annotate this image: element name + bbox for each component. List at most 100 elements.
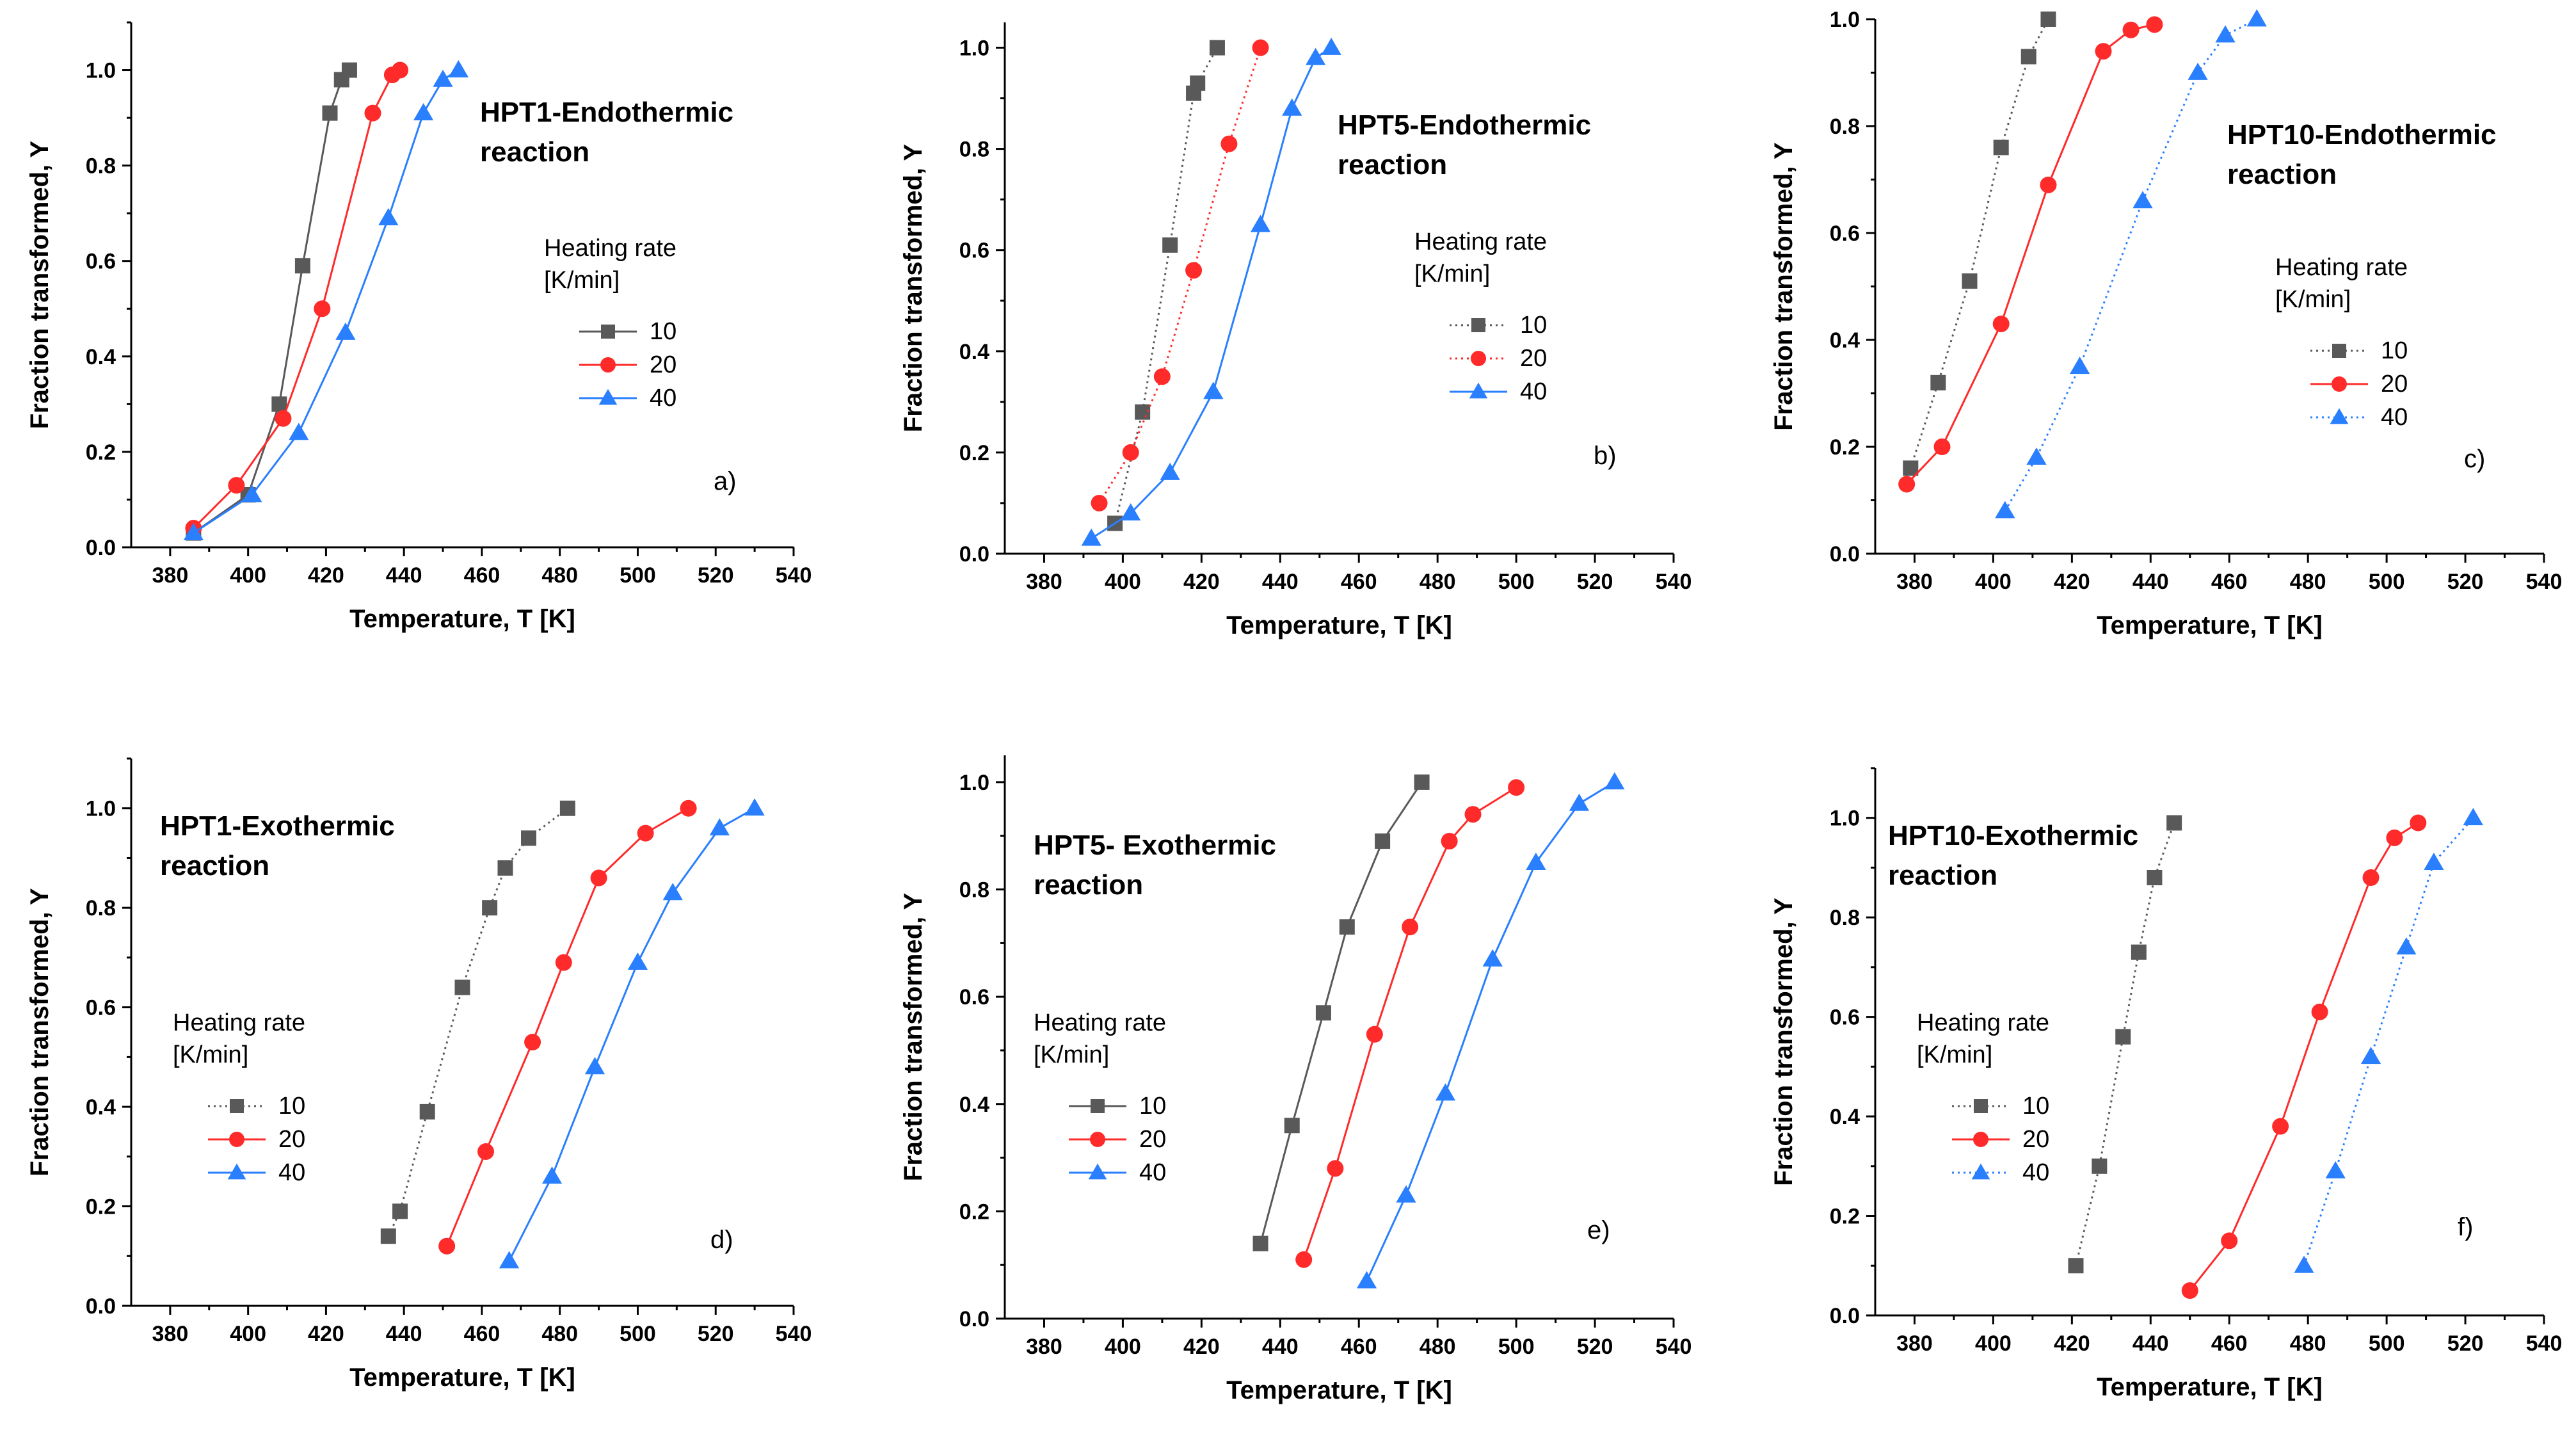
data-point [380,1228,396,1244]
x-tick-label: 540 [776,563,812,588]
data-point [448,60,469,77]
data-point [1295,1251,1313,1268]
data-point [2122,21,2140,38]
legend-label: 40 [650,385,676,412]
panel-c: 380 400 420 440 460 480 500 520 540 0.0 0.2 0.4 0.6 0… [1770,8,2562,639]
data-point [2040,176,2057,193]
legend-label: 20 [1520,345,1547,372]
x-tick-label: 540 [1656,1335,1692,1359]
data-point [1435,1083,1456,1101]
data-point [392,1203,408,1219]
y-tick-label: 1.0 [1830,8,1860,32]
legend-entry: 40 [579,385,676,412]
legend-marker [1091,1099,1105,1113]
data-point [2386,829,2403,846]
data-point [322,105,338,121]
data-point [378,208,399,225]
data-point [2410,814,2427,831]
x-tick-label: 440 [1262,1335,1299,1359]
data-point [1252,1235,1268,1251]
x-tick-label: 380 [1026,1335,1062,1359]
legend-entry: 20 [208,1126,305,1153]
x-tick-label: 460 [464,563,500,588]
x-tick-label: 440 [2132,1331,2169,1356]
series-20 [438,799,697,1255]
y-tick-label: 0.4 [959,340,989,364]
data-point [2294,1255,2314,1273]
x-tick-label: 520 [698,1322,734,1346]
data-point [1396,1185,1416,1203]
legend-label: 40 [1139,1159,1166,1186]
data-point [1122,444,1139,461]
data-point [1250,214,1271,232]
series-10 [380,800,575,1244]
y-tick-label: 0.6 [959,985,989,1009]
data-point [2020,49,2036,65]
data-point [482,900,498,916]
data-point [2362,869,2380,886]
data-point [680,799,697,817]
legend-title-line: Heating rate [173,1009,305,1036]
x-tick-label: 400 [1105,1335,1141,1359]
x-tick-label: 500 [1498,570,1535,594]
data-point [2092,1158,2108,1174]
series-10 [1903,12,2056,476]
data-point [1339,919,1355,935]
data-point [2325,1161,2346,1178]
legend-label: 10 [650,318,676,345]
x-tick-label: 420 [1183,570,1220,594]
panel-title-line: HPT1-Endothermic [480,97,733,128]
data-point [1482,949,1503,967]
data-point [1962,273,1978,289]
panel-letter: d) [710,1226,733,1254]
legend-label: 40 [2022,1159,2049,1186]
y-tick-label: 0.4 [1830,328,1860,353]
panel-letter: b) [1594,442,1617,470]
x-tick-label: 480 [1420,570,1456,594]
x-tick-label: 500 [2369,1331,2405,1356]
data-point [1091,494,1108,511]
x-tick-label: 480 [1420,1335,1456,1359]
data-point [2221,1232,2238,1249]
y-tick-label: 0.2 [959,441,989,465]
panel-title-line: HPT10-Endothermic [2227,119,2497,150]
y-axis-title: Fraction transformed, Y [1770,142,1798,431]
y-tick-label: 0.0 [959,1307,989,1331]
series-40 [1356,772,1625,1289]
y-tick-label: 0.0 [86,1294,116,1319]
legend-marker [1471,318,1485,332]
data-point [1995,501,2015,518]
data-point [335,322,356,340]
data-point [2215,25,2236,43]
legend-marker [1088,1163,1107,1180]
legend-entry: 40 [2310,404,2408,431]
data-point [2311,1003,2328,1020]
panel-title-line: HPT1-Exothermic [160,810,395,842]
x-tick-label: 380 [152,563,189,588]
panel-title-line: HPT5- Exothermic [1034,830,1276,861]
y-tick-label: 0.6 [959,239,989,263]
y-tick-label: 0.8 [959,878,989,903]
x-tick-label: 520 [1577,570,1613,594]
panel-title-line: reaction [1338,149,1447,181]
series-line [1366,781,1615,1281]
y-tick-label: 0.6 [86,996,116,1020]
x-tick-label: 500 [1498,1335,1535,1359]
panel-letter: c) [2464,445,2485,473]
y-tick-label: 1.0 [959,36,989,61]
legend-title-line: [K/min] [1414,261,1490,287]
legend-marker [1971,1163,1990,1180]
x-axis-title: Temperature, T [K] [349,1363,575,1392]
data-point [1081,528,1101,546]
legend-entry: 10 [579,318,676,345]
panel-letter: e) [1587,1216,1610,1244]
data-point [1153,368,1171,385]
legend-marker [227,1163,246,1180]
x-tick-label: 540 [2526,1331,2563,1356]
data-point [2181,1282,2198,1299]
data-point [242,485,262,502]
data-point [2246,9,2267,27]
y-axis-title: Fraction transformed, Y [26,888,54,1177]
y-tick-label: 0.6 [1830,221,1860,246]
series-40 [2294,808,2483,1273]
